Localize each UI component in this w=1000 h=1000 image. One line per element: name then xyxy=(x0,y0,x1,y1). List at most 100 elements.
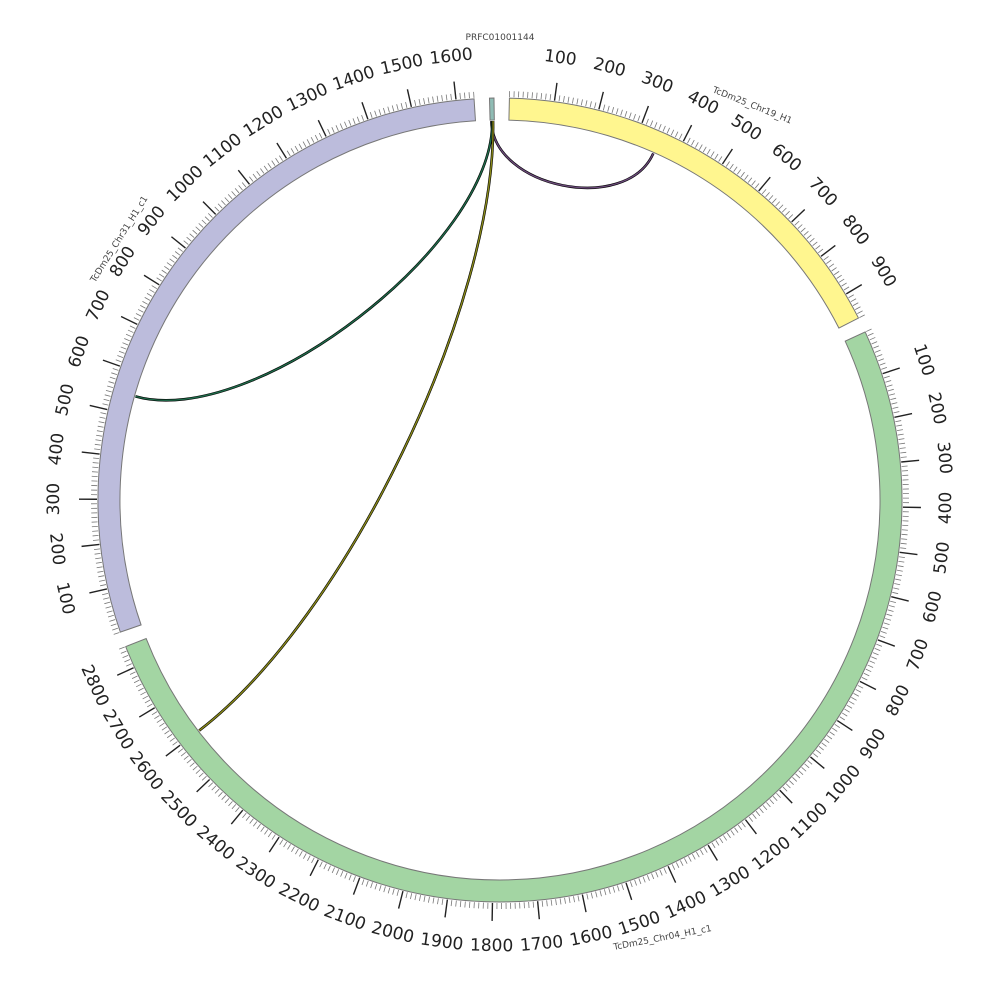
minor-tick xyxy=(93,457,100,459)
minor-tick xyxy=(271,160,276,166)
major-tick xyxy=(196,778,211,793)
minor-tick xyxy=(617,885,620,892)
minor-tick xyxy=(874,648,881,651)
minor-tick xyxy=(117,355,124,358)
minor-tick xyxy=(558,95,561,102)
minor-tick xyxy=(826,735,833,740)
minor-tick xyxy=(854,306,861,310)
minor-tick xyxy=(844,708,850,713)
minor-tick xyxy=(612,886,616,893)
minor-tick xyxy=(92,462,99,464)
minor-tick xyxy=(691,139,695,146)
minor-tick xyxy=(414,894,417,901)
tick-label-chr04: 2700 xyxy=(98,706,137,753)
minor-tick xyxy=(577,895,580,902)
minor-tick xyxy=(180,751,186,757)
minor-tick xyxy=(826,259,832,264)
minor-tick xyxy=(883,622,890,626)
minor-tick xyxy=(133,679,140,684)
minor-tick xyxy=(93,548,101,551)
minor-tick xyxy=(410,893,413,900)
minor-tick xyxy=(886,384,893,387)
minor-tick xyxy=(103,398,110,402)
tick-label-chr04: 2000 xyxy=(369,918,416,948)
minor-tick xyxy=(122,342,129,346)
tick-label-chr31: 500 xyxy=(52,382,79,418)
minor-tick xyxy=(275,157,280,164)
major-tick xyxy=(397,890,404,909)
minor-tick xyxy=(873,345,880,349)
major-tick xyxy=(581,894,587,913)
minor-tick xyxy=(809,238,815,243)
major-tick xyxy=(237,169,251,185)
minor-tick xyxy=(893,587,900,590)
minor-tick xyxy=(186,236,192,242)
major-tick xyxy=(641,105,650,124)
minor-tick xyxy=(310,137,315,143)
major-tick xyxy=(361,102,369,120)
minor-tick xyxy=(99,416,106,419)
segment-chr31 xyxy=(97,98,477,633)
minor-tick xyxy=(736,169,742,175)
minor-tick xyxy=(629,881,633,888)
minor-tick xyxy=(112,627,119,631)
major-tick xyxy=(230,809,244,825)
minor-tick xyxy=(654,122,658,129)
minor-tick xyxy=(144,699,151,704)
major-tick xyxy=(116,667,134,676)
minor-tick xyxy=(211,785,217,791)
tick-label-chr04: 900 xyxy=(856,725,891,763)
minor-tick xyxy=(142,695,149,700)
tick-label-chr04: 2600 xyxy=(125,748,167,795)
major-tick xyxy=(268,836,280,853)
minor-tick xyxy=(741,822,746,828)
major-tick xyxy=(682,124,693,142)
minor-tick xyxy=(855,689,862,693)
major-tick xyxy=(899,551,918,556)
minor-tick xyxy=(744,174,749,180)
minor-tick xyxy=(797,224,803,229)
tick-label-chr31: 1500 xyxy=(379,50,426,79)
minor-tick xyxy=(135,313,142,317)
minor-tick xyxy=(450,900,453,907)
minor-tick xyxy=(645,118,649,125)
tick-label-chr04: 2300 xyxy=(232,853,279,893)
minor-tick xyxy=(555,899,557,906)
minor-tick xyxy=(172,741,178,746)
major-tick xyxy=(81,451,100,455)
minor-tick xyxy=(391,105,395,112)
minor-tick xyxy=(621,884,624,891)
minor-tick xyxy=(892,591,899,595)
tick-label-chr19: 200 xyxy=(591,54,627,81)
minor-tick xyxy=(818,746,824,751)
minor-tick xyxy=(352,118,356,125)
minor-tick xyxy=(95,439,102,442)
minor-tick xyxy=(159,722,165,727)
minor-tick xyxy=(189,233,195,238)
minor-tick xyxy=(111,372,118,376)
major-tick xyxy=(165,744,181,757)
minor-tick xyxy=(815,245,821,250)
major-tick xyxy=(744,819,757,835)
segment-prfc xyxy=(488,97,495,121)
minor-tick xyxy=(436,95,439,102)
major-tick xyxy=(317,119,327,137)
major-tick xyxy=(598,91,605,110)
minor-tick xyxy=(865,668,872,673)
minor-tick xyxy=(307,855,311,862)
minor-tick xyxy=(252,173,257,180)
minor-tick xyxy=(719,837,724,844)
minor-tick xyxy=(865,328,872,332)
minor-tick xyxy=(120,650,127,654)
minor-tick xyxy=(98,575,105,578)
link-chr04 xyxy=(198,121,494,732)
minor-tick xyxy=(696,851,700,858)
minor-tick xyxy=(898,560,905,563)
minor-tick xyxy=(874,349,881,353)
minor-tick xyxy=(872,652,879,656)
minor-tick xyxy=(734,827,739,833)
minor-tick xyxy=(151,285,158,290)
minor-tick xyxy=(880,631,887,634)
minor-tick xyxy=(879,635,886,639)
minor-tick xyxy=(806,234,812,240)
